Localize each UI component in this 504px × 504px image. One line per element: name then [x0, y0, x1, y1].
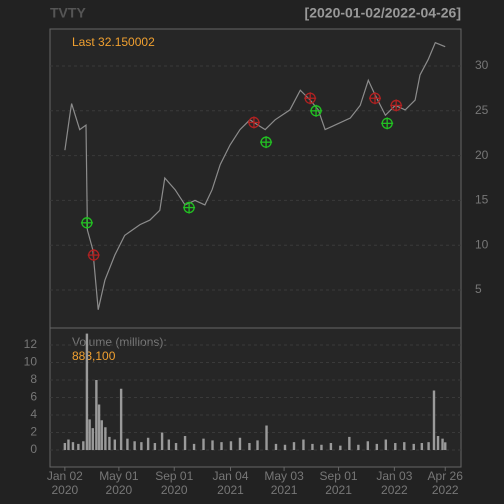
volume-bar: [274, 443, 278, 451]
volume-bar: [427, 442, 430, 451]
volume-bar: [174, 443, 178, 451]
y-tick-label: 25: [475, 103, 489, 117]
volume-bar: [97, 404, 101, 451]
volume-bar: [192, 443, 196, 451]
volume-bar: [403, 442, 406, 451]
chart-title: TVTY: [50, 5, 86, 21]
x-tick-label: Apr 26 2022: [427, 469, 463, 497]
volume-bar: [366, 441, 370, 451]
x-tick-label: Jan 02 2020: [46, 469, 83, 497]
buy-signal: [80, 216, 93, 229]
volume-bar: [71, 442, 75, 451]
volume-bar: [88, 419, 91, 451]
volume-bar: [140, 442, 143, 451]
volume-bar: [311, 443, 314, 451]
y-tick-label: 8: [30, 372, 37, 386]
y-tick-label: 20: [475, 148, 489, 162]
volume-bar: [104, 427, 107, 451]
volume-bar: [302, 439, 305, 451]
sell-signal: [247, 116, 260, 129]
volume-bar: [153, 443, 157, 451]
volume-bar: [167, 439, 171, 451]
volume-bar: [339, 445, 342, 451]
buy-signal: [310, 104, 323, 117]
volume-bar: [248, 443, 251, 451]
volume-bar: [202, 438, 205, 451]
y-tick-label: 4: [30, 407, 37, 421]
volume-bar: [160, 432, 164, 451]
x-tick-label: Jan 03 2022: [376, 469, 413, 497]
volume-bar: [82, 441, 85, 451]
buy-signal: [183, 201, 196, 214]
volume-bar: [375, 443, 379, 451]
x-tick-label: May 03 2021: [264, 469, 304, 497]
volume-bar: [146, 437, 150, 451]
volume-bar: [113, 439, 117, 451]
volume-bar: [119, 388, 123, 451]
volume-bar: [292, 442, 296, 451]
volume-bar: [444, 442, 447, 451]
volume-label: Volume (millions):: [72, 335, 167, 349]
volume-bar: [283, 444, 287, 451]
buy-signal: [260, 136, 273, 149]
x-tick-label: Sep 01 2021: [319, 469, 358, 497]
sell-signal: [87, 249, 100, 262]
buy-signal: [381, 117, 394, 130]
volume-bar: [394, 443, 397, 451]
x-tick-label: Jan 04 2021: [212, 469, 249, 497]
volume-bar: [63, 443, 67, 451]
y-tick-label: 10: [475, 237, 489, 251]
volume-bar: [183, 436, 187, 451]
volume-bar: [265, 425, 268, 451]
volume-bar: [220, 442, 223, 451]
y-tick-label: 15: [475, 193, 489, 207]
volume-bar: [100, 420, 103, 451]
y-tick-label: 10: [24, 355, 38, 369]
price-panel: [49, 28, 462, 329]
sell-signal: [304, 92, 317, 105]
volume-bar: [420, 443, 424, 451]
volume-bar: [229, 441, 233, 451]
y-tick-label: 0: [30, 442, 37, 456]
volume-bar: [348, 436, 351, 451]
volume-bar: [436, 436, 440, 451]
y-tick-label: 12: [24, 337, 38, 351]
volume-bar: [133, 441, 136, 451]
volume-bar: [357, 444, 360, 451]
y-tick-label: 30: [475, 58, 489, 72]
sell-signal: [369, 92, 382, 105]
volume-bar: [67, 439, 70, 451]
volume-bar: [211, 440, 214, 451]
y-tick-label: 6: [30, 390, 37, 404]
volume-bar: [238, 437, 242, 451]
volume-bar: [412, 443, 415, 451]
y-tick-label: 2: [30, 425, 37, 439]
last-label: Last 32.150002: [72, 35, 155, 49]
volume-bar: [91, 428, 94, 451]
volume-bar: [256, 440, 259, 451]
volume-last: 883,100: [72, 349, 116, 363]
x-tick-label: Sep 01 2020: [155, 469, 194, 497]
sell-signal: [390, 99, 403, 112]
volume-bar: [432, 390, 436, 451]
volume-bar: [77, 443, 80, 451]
volume-bar: [126, 438, 129, 451]
volume-bar: [95, 379, 98, 451]
x-tick-label: May 01 2020: [99, 469, 139, 497]
volume-bar: [108, 436, 111, 451]
price-line: [64, 41, 446, 310]
volume-bar: [441, 438, 444, 451]
volume-bar: [384, 439, 388, 451]
volume-bar: [85, 333, 89, 451]
y-tick-label: 5: [475, 282, 482, 296]
date-range: [2020-01-02/2022-04-26]: [305, 5, 461, 21]
volume-bar: [329, 443, 333, 451]
volume-bar: [320, 444, 323, 451]
